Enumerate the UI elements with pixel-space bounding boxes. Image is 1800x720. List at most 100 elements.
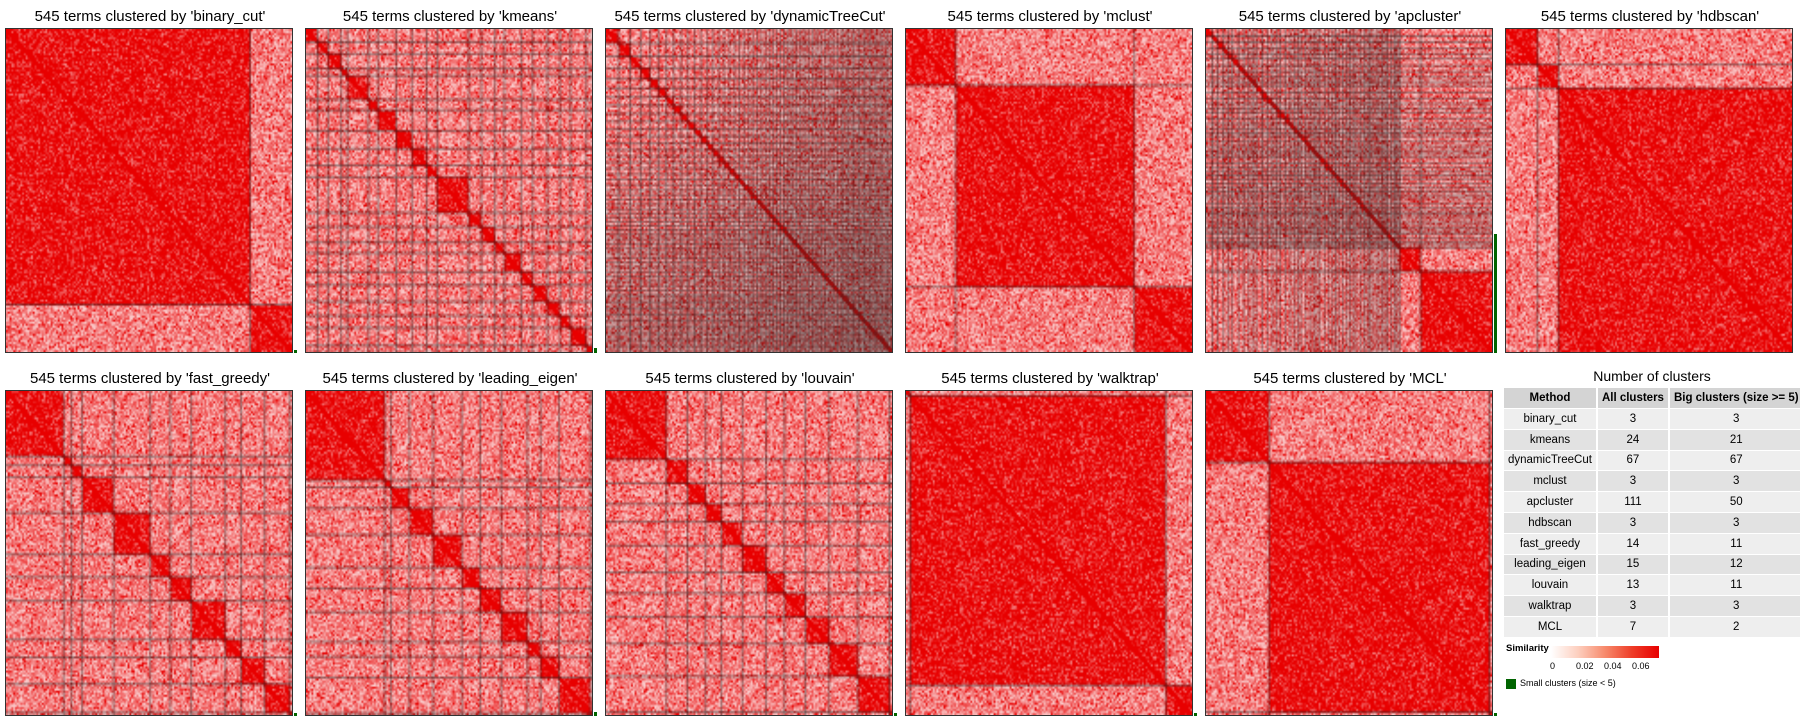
similarity-heatmap — [1505, 28, 1793, 353]
small-clusters-label: Small clusters (size < 5) — [1520, 678, 1616, 688]
table-cell: 67 — [1668, 450, 1800, 472]
table-cell: 2 — [1668, 616, 1800, 638]
similarity-heatmap — [5, 28, 293, 353]
legend-tick: 0.02 — [1576, 661, 1594, 671]
table-title: Number of clusters — [1593, 368, 1711, 384]
heatmap-panel-hdbscan: 545 terms clustered by 'hdbscan' — [1505, 8, 1795, 353]
legend-title: Similarity — [1506, 643, 1549, 654]
panel-title: 545 terms clustered by 'binary_cut' — [34, 8, 266, 25]
heatmap-canvas — [606, 391, 892, 715]
table-cell: 3 — [1668, 512, 1800, 534]
heatmap-panel-leading-eigen: 545 terms clustered by 'leading_eigen' — [305, 370, 597, 716]
table-row: apcluster 111 50 — [1504, 491, 1800, 513]
panel-title: 545 terms clustered by 'kmeans' — [342, 8, 558, 25]
heatmap-canvas — [1506, 29, 1792, 352]
table-cell: 111 — [1596, 491, 1670, 513]
heatmap-canvas — [1206, 29, 1492, 352]
panel-title: 545 terms clustered by 'walktrap' — [941, 370, 1159, 387]
table-cell: 3 — [1596, 408, 1670, 430]
table-row: fast_greedy 14 11 — [1504, 533, 1800, 555]
table-cell: 21 — [1668, 429, 1800, 451]
table-cell: hdbscan — [1504, 512, 1598, 534]
heatmap-canvas — [306, 29, 592, 352]
small-cluster-marker — [1494, 233, 1497, 353]
small-cluster-marker — [294, 350, 297, 353]
table-cell: leading_eigen — [1504, 554, 1598, 576]
panel-title: 545 terms clustered by 'hdbscan' — [1540, 8, 1760, 25]
panel-title: 545 terms clustered by 'mclust' — [947, 8, 1153, 25]
table-cell: dynamicTreeCut — [1504, 450, 1598, 472]
table-cell: 3 — [1596, 470, 1670, 493]
heatmap-canvas — [306, 391, 592, 715]
table-cell: 7 — [1596, 616, 1670, 638]
table-cell: MCL — [1504, 616, 1598, 638]
table-cell: 11 — [1668, 533, 1800, 555]
table-cell: kmeans — [1504, 429, 1598, 451]
table-row: dynamicTreeCut 67 67 — [1504, 450, 1800, 472]
similarity-heatmap — [905, 28, 1193, 353]
panel-title: 545 terms clustered by 'louvain' — [645, 370, 855, 387]
heatmap-canvas — [906, 29, 1192, 352]
heatmap-canvas — [606, 29, 892, 352]
heatmap-panel-mclust: 545 terms clustered by 'mclust' — [905, 8, 1195, 353]
table-cell: louvain — [1504, 574, 1598, 597]
table-row: MCL 7 2 — [1504, 616, 1800, 638]
similarity-color-bar — [1551, 646, 1659, 658]
table-cell: mclust — [1504, 470, 1598, 493]
table-cell: apcluster — [1504, 491, 1598, 513]
cluster-count-table: Number of clusters Method All clusters Big… — [1504, 366, 1800, 638]
small-cluster-marker — [1494, 713, 1497, 716]
table-row: hdbscan 3 3 — [1504, 512, 1800, 534]
heatmap-panel-louvain: 545 terms clustered by 'louvain' — [605, 370, 897, 716]
legend-tick: 0.04 — [1604, 661, 1622, 671]
similarity-heatmap — [305, 28, 593, 353]
similarity-heatmap — [1205, 28, 1493, 353]
small-cluster-marker — [294, 713, 297, 716]
heatmap-canvas — [1206, 391, 1492, 715]
heatmap-panel-fast-greedy: 545 terms clustered by 'fast_greedy' — [5, 370, 297, 716]
small-clusters-swatch — [1506, 679, 1516, 689]
heatmap-panel-apcluster: 545 terms clustered by 'apcluster' — [1205, 8, 1497, 353]
similarity-legend: Similarity 0 0.02 0.04 0.06 Small cluste… — [1506, 643, 1659, 689]
small-cluster-marker — [594, 348, 597, 353]
panel-title: 545 terms clustered by 'apcluster' — [1238, 8, 1462, 25]
table-cell: 15 — [1596, 554, 1670, 576]
heatmap-panel-kmeans: 545 terms clustered by 'kmeans' — [305, 8, 597, 353]
legend-tick: 0 — [1550, 661, 1556, 671]
heatmap-canvas — [906, 391, 1192, 715]
heatmap-panel-dynamictreecut: 545 terms clustered by 'dynamicTreeCut' — [605, 8, 895, 353]
cluster-table: Method All clusters Big clusters (size >= … — [1504, 388, 1800, 638]
small-cluster-marker — [1194, 713, 1197, 716]
similarity-heatmap — [605, 390, 893, 716]
table-row: binary_cut 3 3 — [1504, 408, 1800, 430]
small-cluster-marker — [894, 713, 897, 716]
table-cell: 3 — [1668, 408, 1800, 430]
heatmap-canvas — [6, 391, 292, 715]
table-cell: 3 — [1668, 470, 1800, 493]
table-cell: fast_greedy — [1504, 533, 1598, 555]
panel-title: 545 terms clustered by 'fast_greedy' — [29, 370, 270, 387]
table-body: binary_cut 3 3 kmeans 24 21 dynamicTreeCut 67 67… — [1504, 408, 1800, 638]
heatmap-panel-mcl: 545 terms clustered by 'MCL' — [1205, 370, 1497, 716]
table-cell: 50 — [1668, 491, 1800, 513]
table-cell: 12 — [1668, 554, 1800, 576]
heatmap-canvas — [6, 29, 292, 352]
heatmap-panel-binary-cut: 545 terms clustered by 'binary_cut' — [5, 8, 297, 353]
similarity-heatmap — [305, 390, 593, 716]
table-header-row: Method All clusters Big clusters (size >= … — [1504, 388, 1800, 409]
panel-title: 545 terms clustered by 'MCL' — [1253, 370, 1447, 387]
panel-title: 545 terms clustered by 'leading_eigen' — [322, 370, 578, 387]
table-cell: 3 — [1596, 512, 1670, 534]
table-cell: 24 — [1596, 429, 1670, 451]
similarity-heatmap — [605, 28, 893, 353]
column-header: All clusters — [1596, 388, 1670, 409]
small-cluster-marker — [594, 712, 597, 716]
table-cell: 14 — [1596, 533, 1670, 555]
column-header: Method — [1504, 388, 1598, 409]
table-row: mclust 3 3 — [1504, 470, 1800, 493]
legend-tick: 0.06 — [1632, 661, 1650, 671]
panel-title: 545 terms clustered by 'dynamicTreeCut' — [614, 8, 886, 25]
table-row: walktrap 3 3 — [1504, 595, 1800, 617]
table-cell: 3 — [1596, 595, 1670, 617]
similarity-heatmap — [905, 390, 1193, 716]
